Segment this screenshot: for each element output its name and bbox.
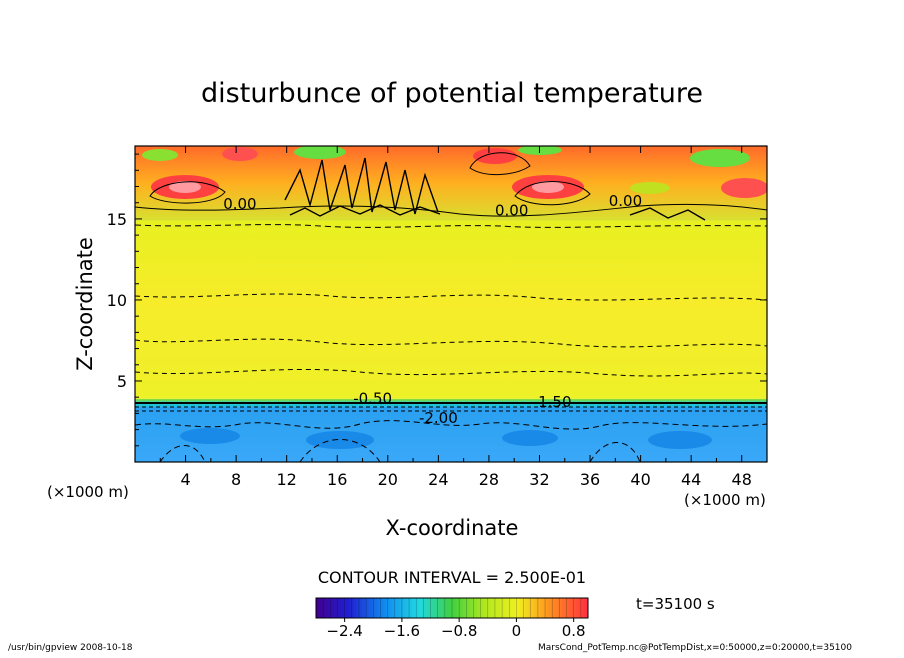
time-label: t=35100 s — [636, 595, 715, 613]
colorbar-tick-label: 0 — [512, 622, 522, 640]
contour-label: 0.00 — [495, 202, 528, 220]
x-tick-label: 20 — [378, 470, 398, 489]
x-tick-label: 32 — [529, 470, 549, 489]
x-tick-label: 48 — [732, 470, 752, 489]
footer-right: MarsCond_PotTemp.nc@PotTempDist,x=0:5000… — [538, 643, 852, 653]
y-tick-label: 15 — [107, 210, 127, 229]
contour-label: -1.50 — [533, 393, 572, 411]
plot-frame — [134, 145, 768, 463]
cool-patch — [690, 149, 750, 167]
warm-anomaly-core — [532, 181, 564, 193]
x-tick-label: 8 — [231, 470, 241, 489]
cool-patch — [142, 149, 178, 161]
x-tick-label: 28 — [479, 470, 499, 489]
x-axis-ticks: 4 8 12 16 20 24 28 32 36 40 44 48 — [159, 146, 752, 489]
cool-patch — [294, 146, 346, 159]
upper-layer-blobs — [142, 146, 767, 199]
contour-lines — [135, 152, 767, 462]
contour-label: -2.00 — [419, 409, 458, 427]
x-unit-right: (×1000 m) — [684, 491, 766, 509]
warm-anomaly — [721, 178, 767, 198]
cool-patch — [630, 182, 670, 194]
cold-patch — [180, 428, 240, 444]
x-tick-label: 24 — [428, 470, 448, 489]
lower-cold-waves — [180, 428, 712, 449]
x-tick-label: 16 — [327, 470, 347, 489]
contour-label: 0.00 — [609, 192, 642, 210]
colorbar-divisions — [322, 598, 582, 618]
contour-interval: CONTOUR INTERVAL = 2.500E-01 — [318, 568, 586, 587]
x-tick-label: 44 — [681, 470, 701, 489]
contour-label: -0.50 — [353, 390, 392, 408]
plot-area: 0.00 0.00 0.00 -0.50 -2.00 -1.50 — [135, 146, 767, 462]
y-tick-label: 10 — [107, 291, 127, 310]
cold-patch — [502, 430, 558, 446]
warm-anomaly-core — [169, 181, 201, 193]
cool-patch — [518, 146, 562, 155]
warm-anomaly — [473, 148, 517, 164]
x-tick-label: 12 — [277, 470, 297, 489]
x-axis-label: X-coordinate — [386, 516, 519, 540]
warm-anomaly — [222, 147, 258, 161]
x-unit-left: (×1000 m) — [47, 483, 129, 501]
chart-title: disturbunce of potential temperature — [201, 78, 703, 109]
field-layer — [135, 220, 767, 399]
y-axis-ticks: 5 10 15 — [107, 153, 767, 447]
x-tick-label: 36 — [580, 470, 600, 489]
cold-patch — [306, 431, 374, 449]
colorbar-tick-label: −2.4 — [326, 622, 362, 640]
footer-left: /usr/bin/gpview 2008-10-18 — [8, 643, 133, 653]
colorbar-ticks: −2.4 −1.6 −0.8 0 0.8 — [326, 618, 586, 640]
x-tick-label: 4 — [180, 470, 190, 489]
contour-label: 0.00 — [223, 195, 256, 213]
colorbar-tick-label: −1.6 — [384, 622, 420, 640]
y-tick-label: 5 — [117, 372, 127, 391]
contour-labels: 0.00 0.00 0.00 -0.50 -2.00 -1.50 — [223, 192, 642, 427]
cold-patch — [648, 431, 712, 449]
colorbar-tick-label: −0.8 — [441, 622, 477, 640]
colorbar-tick-label: 0.8 — [562, 622, 586, 640]
x-tick-label: 40 — [630, 470, 650, 489]
y-axis-label: Z-coordinate — [73, 237, 97, 371]
convection-noise — [284, 157, 706, 221]
